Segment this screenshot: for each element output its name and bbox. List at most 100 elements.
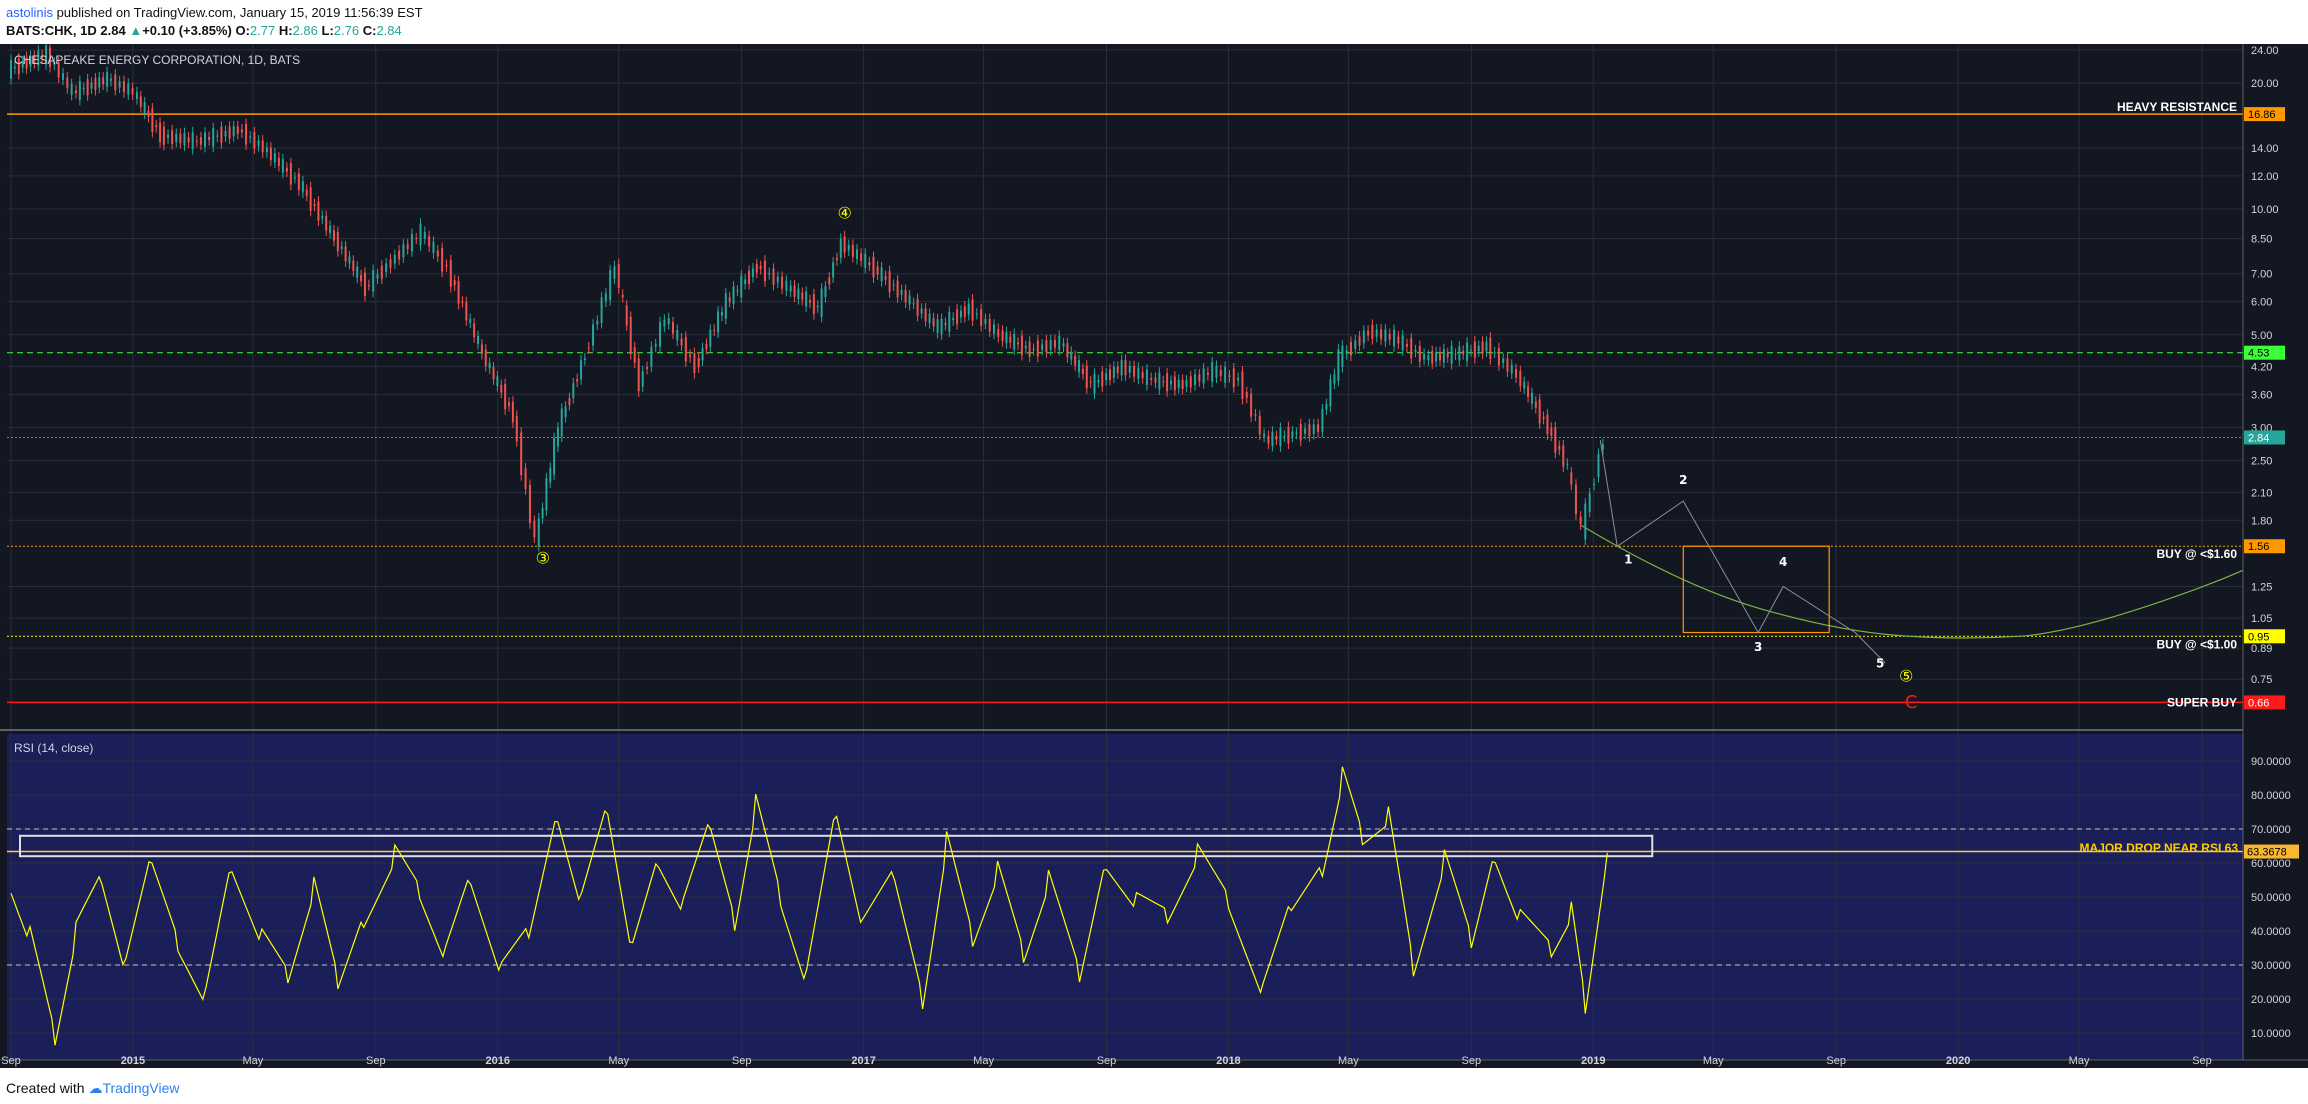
candle-body — [436, 250, 439, 257]
candle-body — [1053, 340, 1056, 348]
candle-body — [57, 62, 60, 78]
candle-body — [285, 167, 288, 172]
price-tick-label: 12.00 — [2251, 171, 2279, 183]
rsi-tick-label: 80.0000 — [2251, 790, 2291, 802]
candle-body — [204, 132, 207, 147]
candle-body — [1041, 344, 1044, 350]
candle-body — [1477, 345, 1480, 352]
candle-body — [1089, 381, 1092, 383]
candle-body — [1558, 445, 1561, 450]
candle-body — [646, 366, 649, 369]
buy-zone-box — [1682, 545, 1830, 634]
price-tick-label: 2.50 — [2251, 456, 2272, 468]
candle-body — [162, 126, 165, 145]
author-link[interactable]: astolinis — [6, 5, 53, 20]
candle-body — [281, 159, 284, 173]
candle-body — [1489, 337, 1492, 360]
candle-body — [297, 173, 300, 191]
candle-body — [1101, 371, 1104, 387]
low-value: 2.76 — [333, 23, 360, 38]
candle-body — [1497, 347, 1500, 366]
time-tick-label: Sep — [1462, 1055, 1482, 1067]
price-badge — [2244, 695, 2285, 710]
candle-body — [843, 236, 846, 253]
candle-body — [556, 427, 559, 447]
price-badge — [2244, 345, 2285, 360]
candle-body — [261, 140, 264, 153]
candle-body — [1001, 330, 1004, 342]
rsi-badge-label: 63.3678 — [2247, 847, 2287, 859]
candle-body — [1181, 379, 1184, 390]
candle-body — [625, 305, 628, 326]
last-price: 2.84 — [100, 23, 126, 38]
candle-body — [171, 130, 174, 145]
price-tick-label: 6.00 — [2251, 297, 2272, 309]
candle-body — [880, 267, 883, 282]
candle-body — [884, 275, 887, 280]
candle-body — [1566, 463, 1569, 465]
candle-body — [1388, 333, 1391, 340]
candle-body — [1291, 431, 1294, 437]
candle-body — [1341, 345, 1344, 367]
candle-body — [988, 318, 991, 332]
candle-body — [131, 87, 134, 95]
candle-body — [832, 262, 835, 278]
candle-body — [1263, 433, 1266, 437]
candle-body — [321, 215, 324, 219]
candle-body — [772, 268, 775, 285]
rsi-tick-label: 90.0000 — [2251, 756, 2291, 768]
candle-body — [908, 295, 911, 305]
candle-body — [789, 285, 792, 292]
candle-body — [1124, 360, 1127, 376]
candle-body — [224, 130, 227, 137]
candle-body — [1485, 341, 1488, 352]
candle-body — [236, 126, 239, 134]
candle-body — [37, 50, 40, 66]
candle-body — [839, 238, 842, 259]
candle-body — [419, 223, 422, 246]
candle-body — [473, 323, 476, 338]
tradingview-logo-icon[interactable]: ☁ — [88, 1080, 103, 1096]
candle-body — [759, 266, 762, 270]
candle-body — [671, 322, 674, 334]
candle-body — [1588, 493, 1591, 513]
candle-body — [1312, 424, 1315, 434]
price-badge-label: 2.84 — [2248, 432, 2269, 444]
candle-body — [1013, 333, 1016, 350]
candle-body — [587, 347, 590, 349]
candle-body — [13, 66, 16, 69]
up-arrow-icon: ▲ — [129, 23, 143, 38]
rsi-tick-label: 70.0000 — [2251, 824, 2291, 836]
candle-body — [1431, 351, 1434, 364]
rsi-tick-label: 60.0000 — [2251, 858, 2291, 870]
candle-body — [520, 432, 523, 476]
candle-body — [253, 132, 256, 149]
candle-body — [975, 313, 978, 315]
price-tick-label: 0.75 — [2251, 674, 2272, 686]
candle-body — [1321, 409, 1324, 432]
price-chart[interactable]: HEAVY RESISTANCE BUY @ <$1.60 BUY @ <$1.00… — [0, 44, 2308, 1068]
tradingview-brand[interactable]: TradingView — [102, 1080, 180, 1096]
wave-label: 5 — [1876, 656, 1884, 670]
rsi-tick-label: 50.0000 — [2251, 892, 2291, 904]
candle-body — [1237, 377, 1240, 381]
candle-body — [1554, 427, 1557, 453]
candle-body — [1506, 358, 1509, 372]
candle-body — [1116, 366, 1119, 374]
candle-body — [576, 379, 579, 382]
candle-body — [66, 77, 69, 89]
projection-zigzag — [1599, 439, 1886, 664]
candle-body — [805, 291, 808, 307]
candle-body — [1519, 370, 1522, 387]
candle-body — [1241, 371, 1244, 399]
candle-body — [167, 134, 170, 139]
candle-body — [78, 80, 81, 100]
candle-body — [17, 58, 20, 75]
candle-body — [402, 244, 405, 258]
candle-body — [997, 328, 1000, 337]
created-with-text: Created with — [6, 1080, 85, 1096]
candle-body — [820, 288, 823, 317]
candle-body — [301, 181, 304, 193]
candle-body — [143, 102, 146, 114]
candle-body — [860, 253, 863, 262]
